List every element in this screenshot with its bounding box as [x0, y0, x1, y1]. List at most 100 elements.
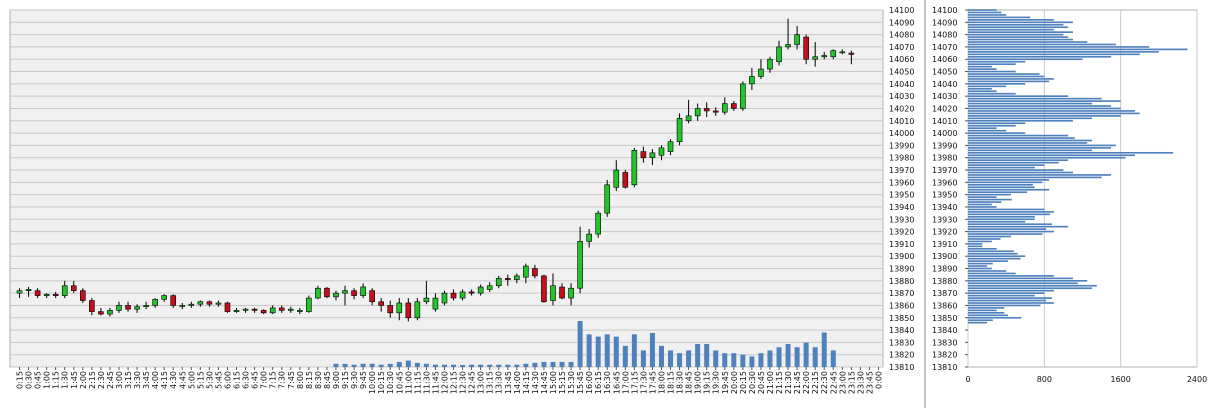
candle [396, 298, 403, 321]
time-tick-label: 21:15 [775, 371, 784, 394]
profile-y-tick-label: 13880 [932, 277, 957, 286]
profile-bar [968, 60, 1026, 63]
profile-bar [968, 58, 1083, 61]
candle-body [731, 103, 737, 109]
candle [80, 288, 86, 303]
candle [405, 298, 412, 322]
candle-body [523, 265, 529, 278]
profile-bar [968, 275, 1054, 277]
candle-body [631, 150, 638, 186]
profile-bar [968, 102, 1093, 105]
candle [260, 309, 267, 315]
candle [658, 145, 665, 161]
profile-bar [968, 272, 1016, 275]
volume-bar [640, 350, 646, 367]
time-tick-label: 11:30 [422, 371, 431, 394]
time-tick-label: 13:15 [486, 371, 495, 394]
price-tick-label: 13830 [889, 338, 914, 347]
profile-bar [968, 277, 1073, 280]
profile-bar [968, 97, 1102, 100]
volume-bar [514, 364, 520, 367]
candle-body [703, 108, 710, 112]
profile-bar [968, 228, 1047, 230]
volume-bar [722, 353, 728, 367]
candle-body [694, 108, 701, 117]
time-tick-label: 3:30 [133, 371, 142, 389]
volume-bar [821, 332, 827, 367]
candle-body [179, 305, 186, 307]
profile-bar [968, 179, 1050, 181]
profile-bar [968, 316, 1022, 319]
time-tick-label: 2:45 [106, 371, 115, 389]
candle [541, 274, 547, 303]
candle [98, 307, 104, 316]
profile-y-tick-label: 13910 [932, 240, 957, 249]
price-tick-label: 13970 [889, 166, 914, 175]
candle [161, 294, 167, 302]
candle [125, 301, 131, 312]
price-tick-label: 13960 [889, 178, 914, 187]
price-tick-label: 13880 [889, 277, 914, 286]
profile-y-tick-label: 14070 [932, 43, 957, 52]
price-tick-label: 14040 [889, 80, 914, 89]
profile-bar [968, 176, 1102, 179]
profile-bar [968, 53, 1140, 56]
profile-bar [968, 208, 1045, 211]
candle-body [559, 286, 565, 299]
volume-bar [758, 353, 764, 367]
profile-bar [968, 181, 1043, 184]
candle-body [495, 278, 502, 287]
candle [694, 103, 701, 121]
volume-bar [351, 364, 357, 367]
candle [25, 286, 32, 297]
profile-bar [968, 166, 1035, 169]
price-tick-label: 13840 [889, 326, 914, 335]
candle [342, 285, 348, 306]
candle-body [758, 68, 764, 77]
candle-body [749, 76, 755, 85]
time-tick-label: 7:30 [278, 371, 287, 389]
candle-body [550, 285, 556, 301]
time-tick-label: 17:15 [630, 371, 639, 394]
profile-bar [968, 235, 1011, 238]
profile-bar [968, 262, 993, 265]
candle-body [70, 285, 77, 291]
volume-bar [613, 336, 619, 367]
candle [450, 289, 457, 301]
time-tick-label: 6:30 [242, 371, 251, 389]
profile-bar [968, 302, 1054, 304]
time-tick-label: 9:00 [332, 371, 341, 389]
candle-body [414, 301, 421, 319]
profile-x-tick-label: 800 [1037, 375, 1052, 384]
candle-body [595, 212, 601, 235]
candle [721, 97, 728, 115]
profile-bar [968, 132, 1026, 134]
candle-body [206, 301, 213, 305]
time-tick-label: 8:45 [323, 371, 332, 389]
candle [821, 51, 828, 60]
candle-body [794, 34, 800, 45]
time-tick-label: 14:00 [513, 371, 522, 394]
profile-bar [968, 169, 1064, 171]
candle-body [848, 52, 855, 55]
time-tick-label: 16:00 [585, 371, 594, 394]
price-tick-label: 13820 [889, 351, 914, 360]
candle-body [342, 290, 348, 294]
candle-body [712, 110, 719, 113]
volume-bar [541, 361, 547, 367]
candle-body [116, 305, 122, 311]
candle [152, 298, 158, 308]
volume-bar [577, 321, 583, 367]
volume-bar [785, 344, 791, 367]
time-tick-label: 5:15 [196, 371, 205, 389]
volume-bar [387, 363, 393, 367]
volume-bar [695, 344, 701, 367]
candle-body [43, 294, 50, 296]
candle [107, 307, 113, 317]
volume-bar [478, 364, 484, 367]
candle [577, 226, 583, 294]
price-tick-label: 14020 [889, 104, 914, 113]
profile-bar [968, 21, 1073, 24]
candle-body [767, 58, 773, 70]
candle-body [25, 289, 32, 291]
